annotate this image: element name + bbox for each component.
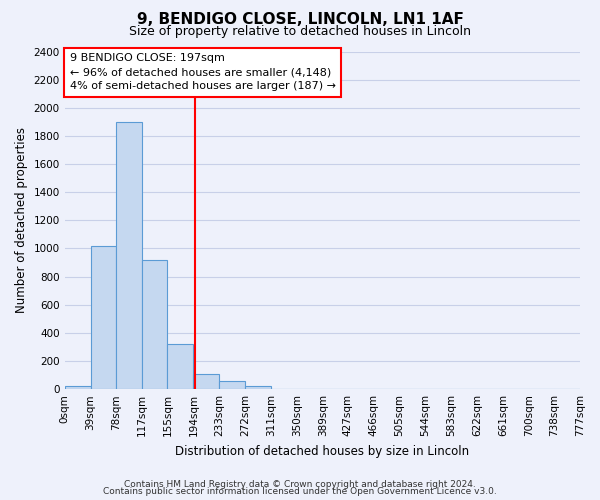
Text: 9, BENDIGO CLOSE, LINCOLN, LN1 1AF: 9, BENDIGO CLOSE, LINCOLN, LN1 1AF — [137, 12, 463, 28]
Bar — [219, 382, 245, 389]
Bar — [245, 386, 271, 389]
Bar — [91, 246, 116, 389]
Bar — [167, 344, 193, 389]
X-axis label: Distribution of detached houses by size in Lincoln: Distribution of detached houses by size … — [175, 444, 469, 458]
Bar — [193, 374, 219, 389]
Text: Contains public sector information licensed under the Open Government Licence v3: Contains public sector information licen… — [103, 488, 497, 496]
Text: 9 BENDIGO CLOSE: 197sqm
← 96% of detached houses are smaller (4,148)
4% of semi-: 9 BENDIGO CLOSE: 197sqm ← 96% of detache… — [70, 53, 336, 91]
Text: Contains HM Land Registry data © Crown copyright and database right 2024.: Contains HM Land Registry data © Crown c… — [124, 480, 476, 489]
Y-axis label: Number of detached properties: Number of detached properties — [15, 128, 28, 314]
Bar — [116, 122, 142, 389]
Text: Size of property relative to detached houses in Lincoln: Size of property relative to detached ho… — [129, 25, 471, 38]
Bar — [65, 386, 91, 389]
Bar — [142, 260, 167, 389]
